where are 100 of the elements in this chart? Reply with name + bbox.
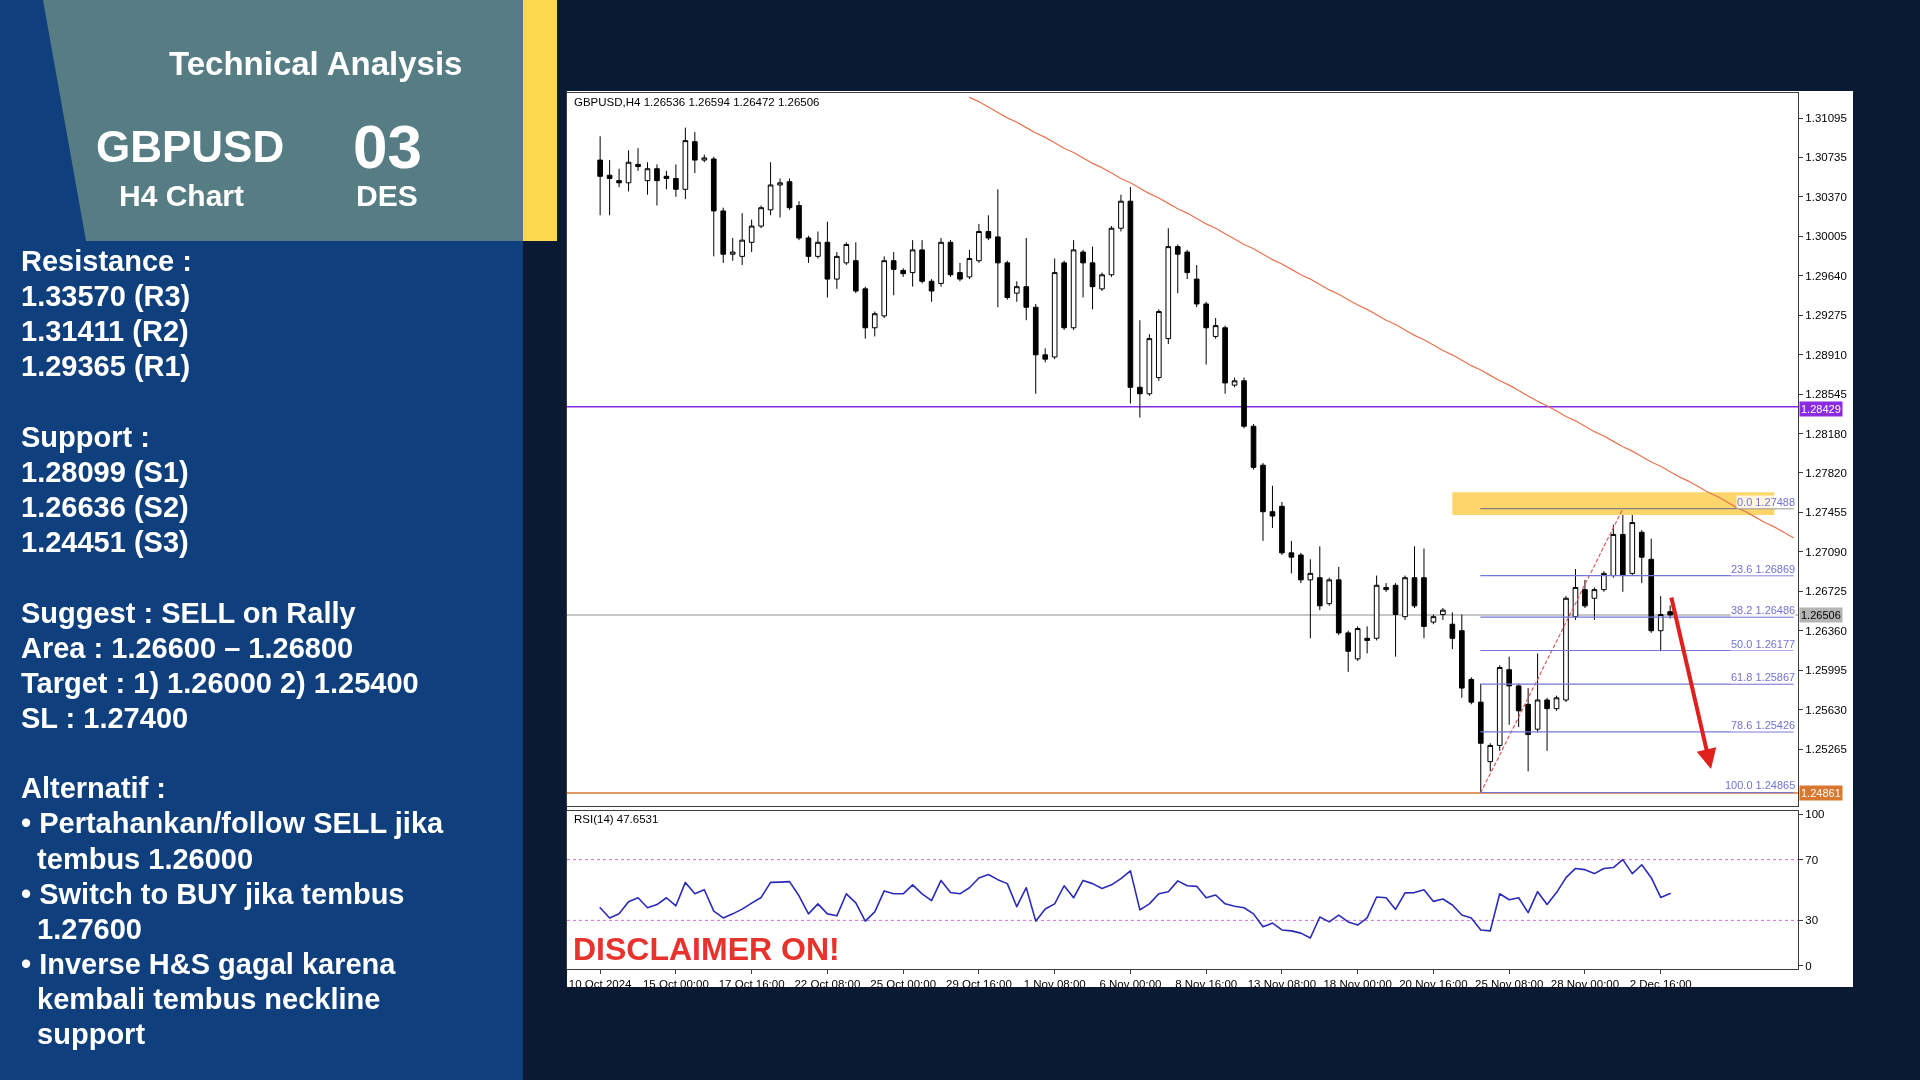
x-tick-label: 22 Oct 08:00 (794, 977, 861, 990)
x-tick-label: 10 Oct 2024 (568, 977, 633, 990)
candlestick (710, 156, 717, 257)
candlestick (1042, 347, 1049, 363)
text: Support : 1.28099 (S1) 1.26636 (S2) 1.24451 (S3) (21, 421, 189, 558)
annotation: 78.6 1.25426 (1731, 719, 1796, 731)
candlestick (1032, 303, 1039, 395)
candlestick (1316, 545, 1323, 611)
candlestick (843, 241, 850, 266)
candlestick (1544, 697, 1550, 752)
candlestick (1487, 742, 1494, 772)
line-series (1480, 508, 1624, 794)
candlestick (644, 161, 651, 196)
candlestick (957, 262, 963, 282)
candlestick (748, 219, 755, 253)
candlestick (1392, 582, 1399, 658)
y-tick-label: 1.27820 (1805, 466, 1847, 479)
candlestick (1553, 695, 1560, 712)
candlestick (1629, 513, 1636, 577)
x-tick-label: 6 Nov 00:00 (1099, 977, 1162, 990)
candlestick (1402, 575, 1408, 621)
candlestick (1563, 595, 1569, 703)
candlestick (1023, 237, 1030, 321)
candlestick (1638, 529, 1645, 584)
x-tick-label: 18 Nov 00:00 (1323, 977, 1392, 990)
candlestick (1279, 501, 1285, 556)
y-tick-label: 0 (1805, 959, 1812, 972)
line-series (599, 858, 1671, 939)
candlestick (1118, 194, 1124, 232)
annotation: DISCLAIMER ON! (573, 931, 840, 967)
x-tick-label: 17 Oct 16:00 (718, 977, 785, 990)
annotation: 38.2 1.26486 (1731, 604, 1796, 616)
candlestick (909, 239, 916, 288)
candlestick (625, 149, 632, 192)
text: GBPUSD (96, 122, 285, 171)
x-tick-label: 28 Nov 00:00 (1550, 977, 1620, 990)
annotation: 23.6 1.26869 (1731, 563, 1796, 575)
y-tick-label: 100 (1805, 808, 1825, 821)
candlestick (1004, 260, 1011, 301)
x-tick-label: 25 Nov 08:00 (1474, 977, 1544, 990)
text: Alternatif : • Pertahankan/follow SELL jika tembus 1.26000 • Switch to BUY jika tembus 1.27600 • Inverse H&S gagal karena kembali tembus neckline support (21, 772, 445, 1050)
candlestick (938, 237, 944, 288)
chart-title: GBPUSD,H4 1.26536 1.26594 1.26472 1.26506 (574, 96, 820, 108)
y-tick-label: 1.26725 (1805, 585, 1847, 598)
text: H4 Chart (119, 179, 245, 212)
candlestick (1127, 186, 1134, 405)
candlestick (1335, 566, 1342, 636)
candlestick (1648, 538, 1655, 634)
candlestick (1496, 664, 1503, 752)
candlestick (758, 205, 764, 229)
candlestick (606, 159, 613, 216)
candlestick (1667, 604, 1673, 620)
x-tick-label: 2 Dec 16:00 (1629, 977, 1692, 990)
candlestick (1534, 652, 1541, 733)
candlestick (1373, 575, 1380, 641)
candlestick (1307, 558, 1314, 639)
candlestick (1421, 548, 1427, 639)
candlestick (1260, 462, 1266, 542)
candlestick (663, 170, 670, 190)
candlestick (1174, 243, 1181, 294)
candlestick (1288, 540, 1295, 574)
candlestick (1449, 611, 1456, 650)
candlestick (852, 241, 859, 294)
x-tick-label: 13 Nov 08:00 (1247, 977, 1317, 990)
x-tick-label: 15 Oct 00:00 (642, 977, 709, 990)
candlestick (1610, 524, 1617, 579)
y-tick-label: 1.30005 (1805, 230, 1847, 243)
candlestick (1051, 258, 1058, 360)
candlestick (1231, 377, 1238, 388)
y-tick-label: 1.25630 (1805, 703, 1847, 716)
ref-line-label: 1.26506 (1801, 609, 1841, 621)
candlestick (1345, 630, 1352, 673)
text: Resistance : 1.33570 (R3) 1.31411 (R2) 1.29365 (R1) (21, 245, 192, 382)
candlestick (805, 235, 812, 264)
candlestick (881, 255, 888, 319)
candlestick (692, 131, 698, 174)
candlestick (1013, 280, 1020, 303)
candlestick (862, 286, 869, 340)
x-tick-label: 25 Oct 00:00 (870, 977, 937, 990)
y-tick-label: 1.28910 (1805, 348, 1847, 361)
chart-title: RSI(14) 47.6531 (574, 813, 659, 825)
candlestick (1411, 545, 1418, 609)
y-tick-label: 1.28180 (1805, 427, 1847, 440)
candlestick (786, 177, 793, 211)
candlestick (871, 311, 878, 337)
y-tick-label: 1.27090 (1805, 545, 1847, 558)
candlestick (682, 127, 689, 200)
candlestick (1477, 683, 1484, 793)
candlestick (767, 161, 774, 216)
candlestick (1506, 656, 1513, 726)
candlestick (616, 168, 622, 188)
ref-line-label: 1.24861 (1801, 787, 1841, 799)
candlestick (1326, 577, 1333, 607)
candlestick (900, 267, 906, 278)
y-tick-label: 1.29275 (1805, 309, 1847, 322)
candlestick (739, 212, 745, 266)
candlestick (1582, 579, 1588, 609)
candlestick (701, 154, 708, 163)
candlestick (654, 163, 660, 207)
candlestick (966, 249, 973, 280)
